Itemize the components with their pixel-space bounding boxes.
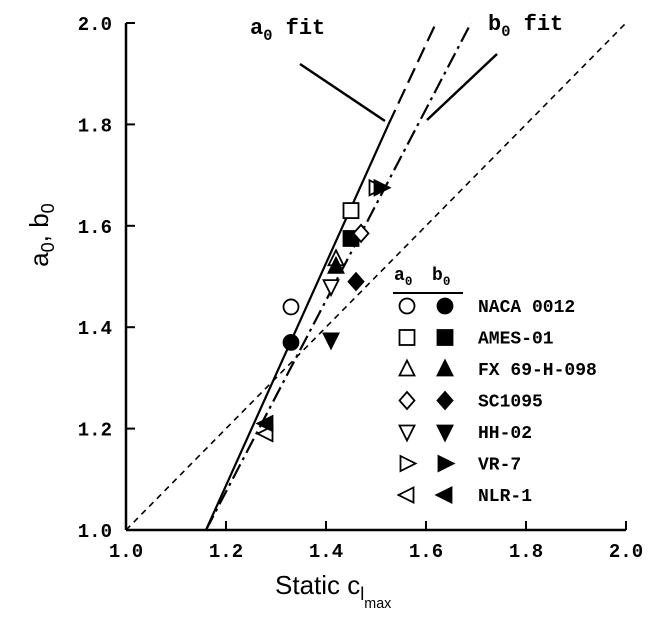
legend-entry-label: FX 69-H-098 [478, 361, 597, 381]
legend-b0-marker [437, 454, 456, 473]
legend-header-a0: a0 [394, 266, 412, 289]
legend-entry-label: AMES-01 [478, 330, 554, 350]
legend-a0-marker [399, 454, 418, 473]
legend-rows: NACA 0012 AMES-01 FX 69-H-098 SC1095 HH-02 VR… [396, 297, 597, 507]
a0-fit-line [204, 123, 390, 531]
legend-entry-label: VR-7 [478, 456, 521, 476]
x-tick-label: 1.4 [309, 541, 343, 563]
x-tick-label: 1.8 [509, 541, 543, 563]
x-tick-label: 2.0 [609, 541, 643, 563]
legend-a0-marker [398, 390, 416, 411]
legend: a0 b0 NACA 0012 AMES-01 FX 69-H-098 SC1095 H… [393, 266, 597, 507]
x-tick-label: 1.0 [109, 541, 143, 563]
legend-entry-label: SC1095 [478, 393, 543, 413]
b0-point-fx-69-h-098 [327, 255, 345, 274]
a0-fit-leader [299, 62, 386, 123]
legend-entry-label: NACA 0012 [478, 298, 575, 318]
y-axis-label: a0, b0 [24, 203, 58, 267]
tick-labels: 1.0 1.2 1.4 1.6 1.8 2.0 1.0 1.2 1.4 1.6 1.8 2.0 [78, 14, 643, 563]
b0-point-naca-0012 [282, 334, 300, 351]
unity-line [125, 22, 627, 531]
b0-fit-leader [426, 53, 498, 121]
b0-fit-line [205, 22, 472, 531]
y-tick-label: 1.2 [78, 420, 112, 442]
b0-fit-annotation: b0 fit [426, 12, 563, 121]
x-axis-label: Static clmax [275, 570, 391, 612]
a0-fit-ext-line [387, 22, 437, 125]
axes [124, 23, 626, 532]
b0-point-hh-02 [322, 332, 340, 351]
y-tick-label: 1.8 [78, 115, 112, 137]
legend-b0-marker [436, 297, 454, 315]
legend-b0-marker [436, 390, 454, 411]
b0-fit-label: b0 fit [488, 12, 563, 41]
legend-a0-marker [398, 424, 416, 443]
legend-a0-marker [398, 329, 416, 346]
x-tick-label: 1.6 [409, 541, 443, 563]
legend-entry-label: HH-02 [478, 424, 532, 444]
legend-b0-marker [436, 358, 454, 377]
y-tick-label: 1.6 [78, 217, 112, 239]
legend-a0-marker [396, 486, 415, 504]
data-points [255, 178, 392, 443]
a0-point-naca-0012 [282, 298, 300, 316]
a0-fit-label: a0 fit [250, 16, 325, 45]
a0-point-hh-02 [322, 279, 340, 298]
b0-point-sc1095 [347, 271, 365, 292]
y-tick-label: 1.4 [78, 318, 112, 340]
y-tick-label: 2.0 [78, 14, 112, 36]
legend-entry-label: NLR-1 [478, 487, 532, 507]
legend-a0-marker [398, 297, 416, 315]
a0-point-ames-01 [342, 202, 360, 219]
legend-a0-marker [398, 358, 416, 377]
a0-fit-annotation: a0 fit [250, 16, 386, 123]
legend-header-b0: b0 [432, 266, 450, 289]
legend-b0-marker [436, 424, 454, 443]
y-tick-label: 1.0 [78, 521, 112, 543]
legend-b0-marker [434, 486, 453, 504]
legend-b0-marker [436, 329, 454, 346]
x-tick-label: 1.2 [209, 541, 243, 563]
a0-point-sc1095 [352, 223, 370, 244]
b0-point-nlr-1 [255, 414, 274, 433]
fit-lines [125, 22, 627, 531]
b0-point-vr-7 [373, 178, 392, 197]
